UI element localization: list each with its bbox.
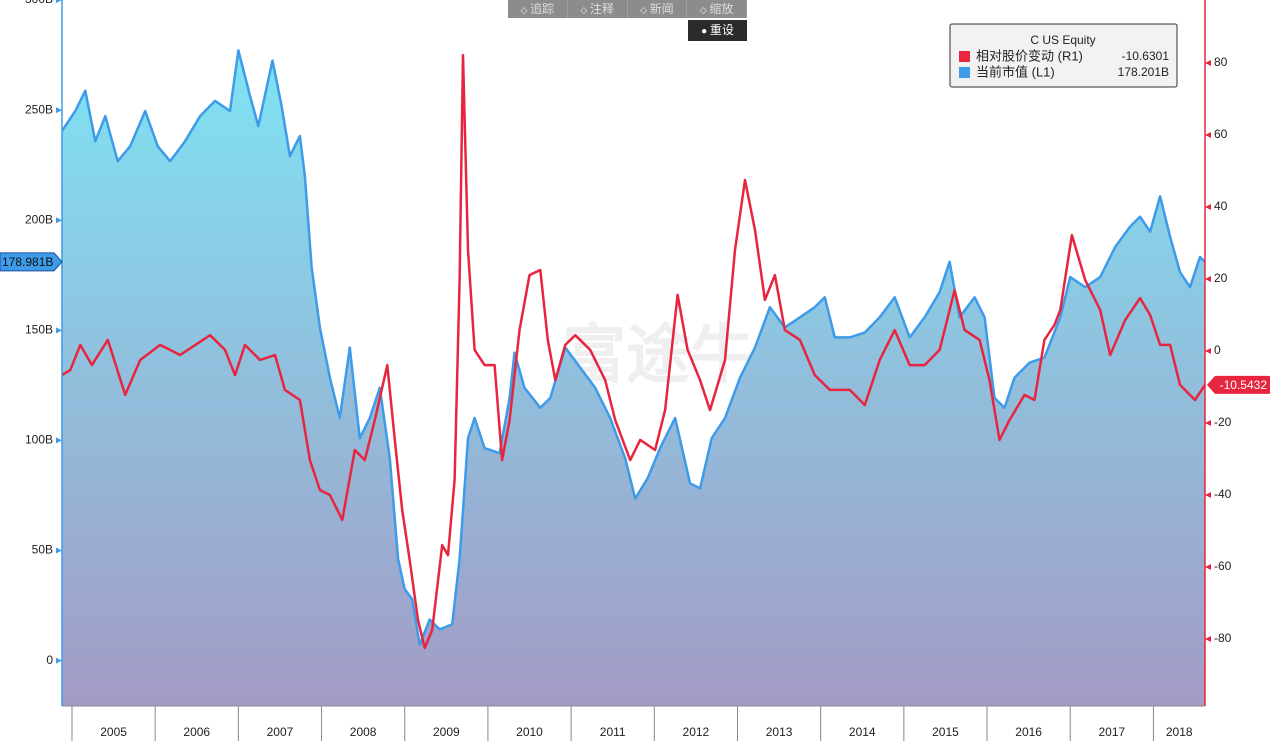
- y-tick-mark: [56, 657, 62, 664]
- x-tick-label: 2017: [1098, 725, 1125, 739]
- y2-tick-mark: [1205, 564, 1211, 571]
- y2-tick-label: 60: [1214, 127, 1228, 141]
- x-tick-label: 2008: [350, 725, 377, 739]
- x-tick-label: 2006: [183, 725, 210, 739]
- toolbar-button[interactable]: 新闻: [628, 0, 688, 18]
- last-value-tag: [1207, 375, 1270, 394]
- last-value-label: 178.981B: [2, 255, 53, 269]
- y-tick-mark: [56, 0, 62, 3]
- y-tick-label: 150B: [25, 322, 53, 336]
- y2-tick-label: -80: [1214, 631, 1232, 645]
- y2-tick-mark: [1205, 492, 1211, 499]
- y2-tick-mark: [1205, 636, 1211, 643]
- legend-label: 当前市值 (L1): [976, 64, 1055, 79]
- legend-swatch: [959, 51, 970, 62]
- y2-tick-mark: [1205, 348, 1211, 355]
- toolbar: 追踪注释新闻缩放: [508, 0, 747, 18]
- x-tick-label: 2007: [267, 725, 294, 739]
- toolbar-button[interactable]: 追踪: [508, 0, 568, 18]
- reset-button[interactable]: 重设: [688, 20, 747, 41]
- y-tick-label: 300B: [25, 0, 53, 6]
- y2-tick-label: -20: [1214, 415, 1232, 429]
- y2-tick-mark: [1205, 132, 1211, 139]
- y2-tick-label: -60: [1214, 559, 1232, 573]
- area: [62, 50, 1205, 706]
- x-tick-label: 2010: [516, 725, 543, 739]
- toolbar-button[interactable]: 注释: [568, 0, 628, 18]
- y-tick-mark: [56, 107, 62, 114]
- y-tick-mark: [56, 547, 62, 554]
- y-tick-mark: [56, 217, 62, 224]
- y2-tick-label: 20: [1214, 271, 1228, 285]
- x-tick-label: 2014: [849, 725, 876, 739]
- legend-label: 相对股价变动 (R1): [976, 48, 1083, 63]
- y-tick-mark: [56, 437, 62, 444]
- y-tick-label: 100B: [25, 433, 53, 447]
- x-tick-label: 2012: [683, 725, 710, 739]
- legend-value: 178.201B: [1118, 65, 1169, 79]
- legend-value: -10.6301: [1122, 49, 1170, 63]
- legend-title: C US Equity: [1030, 33, 1095, 47]
- y2-tick-label: 40: [1214, 199, 1228, 213]
- x-tick-label: 2016: [1015, 725, 1042, 739]
- y-tick-label: 250B: [25, 102, 53, 116]
- x-tick-label: 2005: [100, 725, 127, 739]
- y2-tick-label: 80: [1214, 55, 1228, 69]
- y-tick-label: 200B: [25, 212, 53, 226]
- toolbar-button[interactable]: 缩放: [687, 0, 747, 18]
- line: [61, 53, 1207, 650]
- x-tick-label: 2013: [766, 725, 793, 739]
- line: [60, 49, 1206, 646]
- legend-box: [949, 23, 1178, 88]
- y2-tick-mark: [1205, 420, 1211, 427]
- y2-tick-label: -40: [1214, 487, 1232, 501]
- legend-swatch: [959, 67, 970, 78]
- x-tick-label: 2009: [433, 725, 460, 739]
- last-value-label: -10.5432: [1220, 378, 1268, 392]
- y2-tick-mark: [1205, 276, 1211, 283]
- last-value-tag: [0, 252, 63, 272]
- y-tick-label: 0: [46, 653, 53, 667]
- x-tick-label: 2011: [600, 725, 626, 739]
- x-tick-label: 2015: [932, 725, 959, 739]
- y2-tick-mark: [1205, 204, 1211, 211]
- y-tick-mark: [56, 327, 62, 334]
- y2-tick-mark: [1205, 60, 1211, 67]
- x-tick-label: 2018: [1166, 725, 1193, 739]
- y2-tick-label: 0: [1214, 343, 1221, 357]
- y-tick-label: 50B: [32, 543, 53, 557]
